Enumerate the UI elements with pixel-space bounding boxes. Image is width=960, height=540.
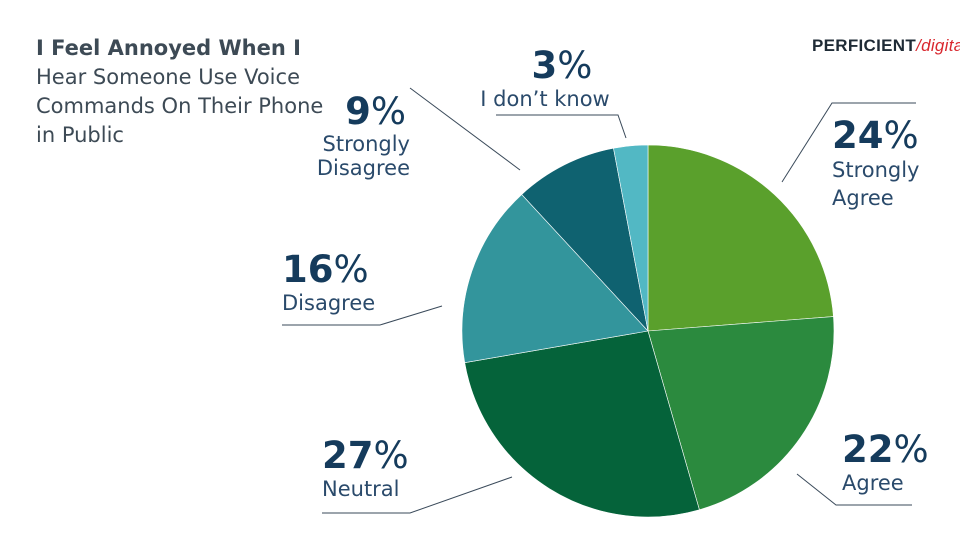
percent-value: 24 (832, 114, 884, 157)
percent-value: 22 (842, 428, 894, 471)
percent-label: 22% (842, 430, 929, 470)
chart-title-bold: I Feel Annoyed When I (36, 36, 301, 60)
percent-value: 3 (531, 44, 558, 87)
pie-slice-disagree (461, 194, 649, 364)
percent-symbol: % (373, 434, 409, 477)
chart-title-rest: Hear Someone Use Voice Commands On Their… (36, 65, 324, 147)
leader-line-neutral (322, 476, 513, 514)
leader-lines (282, 87, 916, 514)
logo-wordmark: PERFICIENT (812, 36, 917, 55)
percent-label: 27% (322, 436, 409, 476)
category-label: Strongly Agree (832, 158, 920, 210)
leader-line-dont-know (496, 114, 627, 139)
leader-line-agree (796, 473, 912, 506)
pie-slice-strongly-disagree (521, 147, 649, 332)
brand-logo: PERFICIENT/digital (812, 36, 960, 56)
category-label: Strongly Disagree (316, 132, 410, 180)
pie-slice-neutral (464, 330, 700, 518)
percent-label: 3% (470, 46, 620, 86)
percent-symbol: % (557, 44, 593, 87)
percent-symbol: % (883, 114, 919, 157)
percent-value: 16 (282, 248, 334, 291)
leader-line-strongly-agree (781, 102, 916, 183)
data-label-agree: 22% Agree (842, 430, 929, 496)
data-label-strongly-disagree: 9% Strongly Disagree (280, 92, 410, 181)
pie-slice-agree (647, 316, 835, 511)
category-label: Neutral (322, 477, 400, 501)
logo-slash: / (916, 36, 922, 55)
percent-label: 9% (280, 92, 410, 132)
logo-suffix: digital (921, 36, 960, 55)
pie-slice-strongly-agree (647, 144, 834, 332)
percent-label: 16% (282, 250, 375, 290)
category-label: Agree (842, 471, 904, 495)
percent-symbol: % (893, 428, 929, 471)
percent-symbol: % (370, 90, 406, 133)
category-label: Disagree (282, 291, 376, 315)
chart-title: I Feel Annoyed When I Hear Someone Use V… (36, 34, 336, 150)
leader-line-strongly-disagree (409, 87, 521, 171)
data-label-neutral: 27% Neutral (322, 436, 409, 502)
percent-value: 9 (345, 90, 371, 133)
category-label: I don’t know (480, 87, 610, 111)
data-label-strongly-agree: 24% Strongly Agree (832, 116, 942, 212)
leader-line-disagree (282, 305, 443, 326)
data-label-dont-know: 3% I don’t know (470, 46, 620, 112)
percent-symbol: % (333, 248, 369, 291)
data-label-disagree: 16% Disagree (282, 250, 375, 316)
percent-value: 27 (322, 434, 374, 477)
percent-label: 24% (832, 116, 942, 156)
pie-slice-i-don-t-know (613, 144, 649, 332)
pie-slices (461, 144, 835, 518)
